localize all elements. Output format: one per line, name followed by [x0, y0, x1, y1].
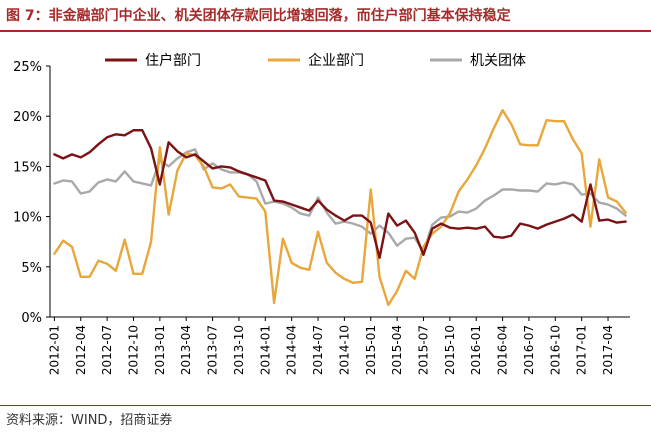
x-tick-label: 2013-10 [232, 325, 246, 375]
x-tick-label: 2014-04 [285, 325, 299, 375]
x-tick-label: 2016-07 [522, 325, 536, 375]
y-tick-label: 5% [21, 261, 42, 276]
source-note: 资料来源：WIND，招商证券 [6, 413, 173, 428]
title-divider [0, 30, 651, 32]
y-tick-label: 10% [13, 211, 42, 226]
x-tick-label: 2013-01 [153, 325, 167, 375]
y-tick-label: 15% [13, 160, 42, 175]
legend-label: 企业部门 [308, 52, 364, 69]
series-layer [53, 108, 627, 307]
x-tick-label: 2014-01 [258, 325, 272, 375]
source-divider [0, 405, 651, 406]
x-tick-label: 2013-04 [179, 325, 193, 375]
y-tick-label: 20% [13, 110, 42, 125]
series-line-3 [53, 148, 627, 253]
legend-label: 住户部门 [145, 52, 201, 69]
y-axis: 0% 5% 10% 15% 20% 25% [13, 60, 51, 326]
x-tick-label: 2016-01 [469, 325, 483, 375]
x-tick-label: 2012-10 [126, 325, 140, 375]
series-line-2 [53, 108, 627, 307]
legend: 住户部门 企业部门 机关团体 [105, 52, 526, 69]
x-tick-label: 2012-04 [74, 325, 88, 375]
x-tick-label: 2015-07 [416, 325, 430, 375]
x-tick-label: 2016-04 [496, 325, 510, 375]
x-axis: 2012-01 2012-04 2012-07 2012-10 2013-01 2013-… [47, 316, 630, 375]
x-tick-label: 2014-07 [311, 325, 325, 375]
legend-label: 机关团体 [470, 53, 526, 69]
y-tick-label: 0% [21, 311, 42, 326]
x-tick-label: 2014-10 [337, 325, 351, 375]
figure-title: 图 7：非金融部门中企业、机关团体存款同比增速回落，而住户部门基本保持稳定 [6, 8, 511, 24]
series-line-1 [53, 129, 627, 259]
x-tick-label: 2016-10 [548, 325, 562, 375]
x-tick-label: 2013-07 [206, 325, 220, 375]
x-tick-label: 2017-04 [601, 325, 615, 375]
line-chart: 0%5%10%15%20%25% 2012-01 2012-04 2012-07 20… [13, 52, 630, 375]
y-tick-label: 25% [13, 60, 42, 75]
x-tick-label: 2017-01 [575, 325, 589, 375]
x-tick-label: 2012-01 [47, 325, 61, 375]
x-tick-label: 2012-07 [100, 325, 114, 375]
x-tick-label: 2015-04 [390, 325, 404, 375]
x-tick-label: 2015-10 [443, 325, 457, 375]
x-tick-label: 2015-01 [364, 325, 378, 375]
